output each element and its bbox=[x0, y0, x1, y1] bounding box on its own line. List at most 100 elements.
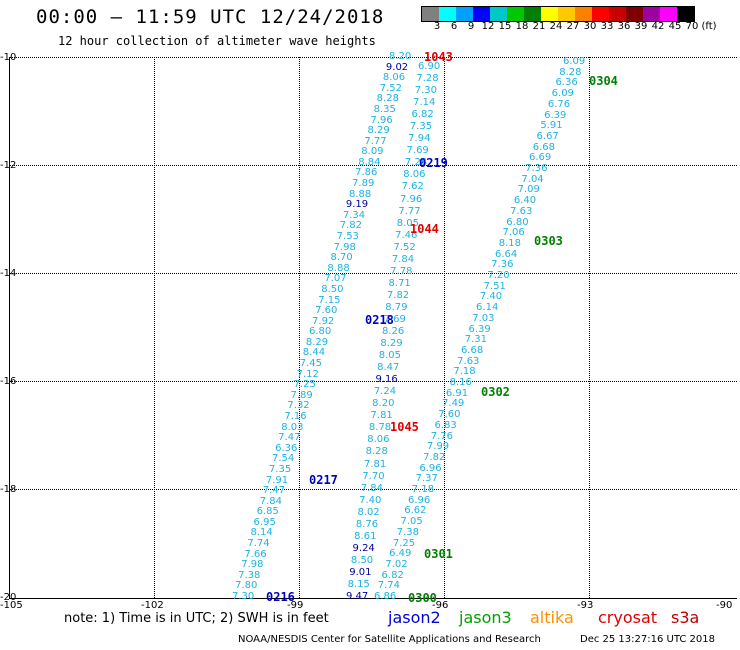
wave-height-value: 7.49 bbox=[442, 398, 465, 410]
wave-height-value: 8.84 bbox=[358, 156, 381, 168]
wave-height-value: 8.20 bbox=[372, 398, 395, 410]
wave-height-value: 7.35 bbox=[268, 463, 292, 475]
wave-height-value: 7.77 bbox=[398, 205, 421, 217]
wave-height-value: 7.81 bbox=[370, 410, 393, 422]
wave-height-value: 9.19 bbox=[345, 199, 369, 211]
wave-height-value: 7.63 bbox=[457, 355, 480, 367]
wave-height-value: 6.64 bbox=[494, 248, 518, 260]
color-scale-label: 27 bbox=[566, 21, 580, 32]
wave-height-value: 7.69 bbox=[406, 145, 429, 157]
wave-height-value: 9.01 bbox=[349, 566, 372, 578]
footer-note: note: 1) Time is in UTC; 2) SWH is in fe… bbox=[64, 611, 329, 626]
wave-height-value: 7.40 bbox=[359, 494, 382, 506]
wave-height-value: 7.35 bbox=[409, 121, 433, 133]
footer-timestamp: Dec 25 13:27:16 UTC 2018 bbox=[580, 634, 715, 645]
wave-height-value: 7.36 bbox=[525, 163, 548, 174]
wave-height-value: 9.47 bbox=[346, 591, 369, 602]
wave-height-value: 7.04 bbox=[521, 173, 544, 185]
wave-height-value: 6.09 bbox=[563, 56, 586, 67]
x-tick-label: -99 bbox=[287, 600, 304, 611]
color-scale-label: (ft) bbox=[701, 21, 717, 32]
color-scale-label: 42 bbox=[651, 21, 665, 32]
wave-height-value: 7.60 bbox=[438, 409, 461, 421]
wave-height-value: 7.77 bbox=[364, 135, 387, 147]
color-scale-label: 3 bbox=[433, 21, 441, 32]
wave-height-value: 7.92 bbox=[312, 315, 335, 327]
wave-height-value: 7.32 bbox=[287, 400, 310, 412]
gridline-lat bbox=[10, 165, 737, 166]
wave-height-value: 6.69 bbox=[528, 152, 552, 164]
wave-height-value: 6.90 bbox=[418, 61, 441, 72]
wave-height-value: 7.99 bbox=[426, 441, 450, 453]
x-tick-label: -102 bbox=[141, 600, 164, 611]
wave-height-value: 7.25 bbox=[293, 379, 316, 391]
wave-height-value: 7.07 bbox=[324, 273, 347, 285]
wave-height-value: 8.44 bbox=[302, 347, 326, 359]
wave-height-value: 9.16 bbox=[375, 374, 398, 386]
color-swatch bbox=[558, 7, 575, 21]
wave-height-value: 6.39 bbox=[468, 323, 491, 335]
wave-height-value: 8.47 bbox=[377, 362, 400, 374]
wave-height-value: 6.14 bbox=[476, 302, 499, 314]
wave-height-value: 8.35 bbox=[373, 103, 396, 115]
color-scale-label: 6 bbox=[450, 21, 458, 32]
wave-height-value: 8.61 bbox=[354, 530, 377, 542]
wave-height-value: 6.76 bbox=[547, 98, 571, 110]
wave-height-value: 6.80 bbox=[308, 326, 332, 338]
wave-height-value: 7.28 bbox=[416, 73, 439, 85]
wave-height-value: 7.84 bbox=[391, 253, 415, 265]
wave-height-value: 6.82 bbox=[411, 109, 434, 121]
wave-height-value: 6.68 bbox=[460, 344, 484, 356]
wave-height-value: 7.12 bbox=[296, 368, 319, 380]
wave-height-value: 7.51 bbox=[483, 280, 506, 292]
legend-s3a: s3a bbox=[671, 608, 700, 627]
pass-id-label: 0219 bbox=[419, 156, 448, 170]
wave-height-value: 7.38 bbox=[396, 526, 419, 538]
wave-height-value: 7.98 bbox=[241, 559, 264, 571]
wave-height-value: 7.54 bbox=[272, 453, 295, 465]
wave-height-value: 7.36 bbox=[491, 259, 514, 271]
wave-height-value: 6.36 bbox=[275, 442, 298, 454]
wave-height-value: 7.74 bbox=[247, 538, 270, 550]
color-swatch bbox=[490, 7, 507, 21]
wave-height-value: 7.16 bbox=[284, 411, 307, 422]
wave-height-value: 7.18 bbox=[453, 366, 476, 378]
wave-height-value: 7.96 bbox=[400, 193, 423, 205]
footer-credit: NOAA/NESDIS Center for Satellite Applica… bbox=[238, 634, 541, 645]
wave-height-value: 7.81 bbox=[364, 458, 387, 470]
wave-height-value: 8.29 bbox=[367, 125, 390, 137]
wave-height-value: 7.70 bbox=[362, 470, 385, 482]
wave-height-value: 7.38 bbox=[238, 569, 261, 581]
wave-height-value: 6.96 bbox=[408, 494, 431, 506]
pass-id-label: 0303 bbox=[534, 234, 563, 248]
wave-height-value: 7.02 bbox=[385, 558, 408, 570]
wave-height-value: 8.88 bbox=[348, 188, 372, 200]
x-tick-label: -90 bbox=[716, 600, 733, 611]
wave-height-value: 6.40 bbox=[513, 195, 537, 207]
pass-id-label: 1045 bbox=[390, 420, 419, 434]
wave-height-value: 6.67 bbox=[536, 130, 559, 142]
wave-height-value: 6.62 bbox=[404, 505, 427, 517]
color-scale-label: 33 bbox=[600, 21, 614, 32]
wave-height-value: 7.45 bbox=[299, 358, 322, 370]
color-swatch bbox=[677, 7, 694, 21]
wave-height-value: 6.95 bbox=[253, 516, 276, 528]
wave-height-value: 8.29 bbox=[380, 338, 403, 350]
wave-height-value: 8.28 bbox=[376, 93, 399, 105]
color-swatch bbox=[575, 7, 592, 21]
gridline-lon bbox=[299, 57, 300, 598]
legend-cryosat: cryosat bbox=[598, 608, 658, 627]
wave-height-value: 6.68 bbox=[532, 141, 556, 153]
wave-height-value: 6.91 bbox=[445, 387, 469, 399]
wave-height-value: 7.25 bbox=[392, 537, 416, 549]
wave-height-value: 7.96 bbox=[370, 114, 393, 126]
wave-height-value: 6.09 bbox=[551, 88, 574, 100]
gridline-lat bbox=[10, 489, 737, 490]
wave-height-value: 7.47 bbox=[262, 485, 286, 497]
gridline-lon bbox=[589, 57, 590, 598]
wave-height-value: 6.36 bbox=[555, 77, 578, 89]
wave-height-value: 8.79 bbox=[385, 301, 408, 313]
gridline-lat bbox=[10, 57, 737, 58]
wave-height-value: 7.06 bbox=[502, 227, 525, 239]
wave-height-value: 7.20 bbox=[487, 270, 510, 281]
